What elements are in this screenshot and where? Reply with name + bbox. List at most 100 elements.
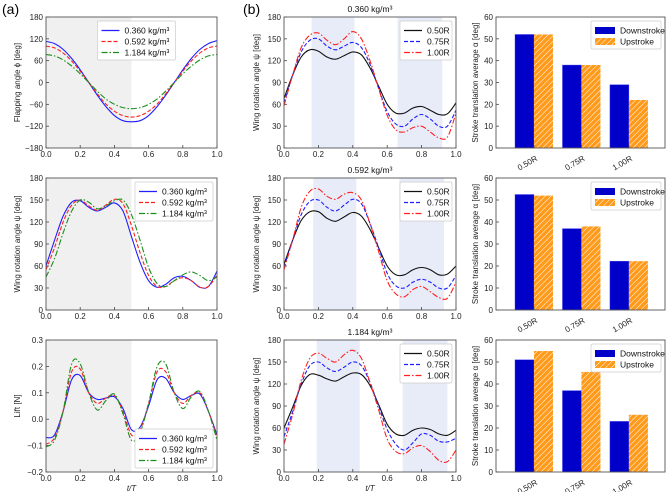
legend-swatch xyxy=(595,199,615,206)
legend-label: 1.00R xyxy=(427,371,450,381)
x-tick-label: 0.6 xyxy=(143,150,155,159)
y-tick-label: −120 xyxy=(25,122,44,131)
legend-label: 1.184 kg/m³ xyxy=(162,456,207,466)
legend-label: 0.50R xyxy=(427,187,450,197)
legend: 0.360 kg/m³0.592 kg/m³1.184 kg/m³ xyxy=(97,20,176,61)
legend-swatch xyxy=(595,27,615,34)
bar-upstroke-100r xyxy=(628,99,648,148)
legend: 0.360 kg/m³0.592 kg/m³1.184 kg/m³ xyxy=(134,428,214,469)
x-tick-label: 0.0 xyxy=(40,150,52,159)
shaded-region xyxy=(46,340,132,472)
shaded-region xyxy=(316,340,360,472)
x-tick-label: 0.2 xyxy=(313,474,325,483)
legend-label: 0.50R xyxy=(427,26,450,36)
y-tick-label: 30 xyxy=(484,240,493,249)
legend-label: 0.75R xyxy=(427,37,450,47)
y-tick-label: 90 xyxy=(34,240,43,249)
x-axis-label: t/T xyxy=(365,484,375,492)
series-line-0-592-kg-m- xyxy=(46,365,217,445)
legend-label: 0.592 kg/m³ xyxy=(162,445,207,455)
y-tick-label: −180 xyxy=(25,144,44,153)
y-tick-label: 0 xyxy=(39,79,44,88)
bar-downstroke-100r xyxy=(609,421,630,473)
series-lines xyxy=(284,31,456,140)
legend-label: 1.184 kg/m³ xyxy=(125,48,170,58)
bar-upstroke-050r xyxy=(533,351,553,472)
x-tick-label: 0.8 xyxy=(416,312,428,321)
y-tick-label: 50 xyxy=(484,35,493,44)
x-tick-label: 0.4 xyxy=(347,150,359,159)
bar-upstroke-100r xyxy=(628,261,648,310)
y-axis-label: Wing rotation angle ψ [deg] xyxy=(13,196,22,293)
y-tick-label: 0 xyxy=(489,468,494,477)
x-tick-label: 1.0 xyxy=(211,150,223,159)
series-lines xyxy=(46,198,217,289)
chart-a1: −180 −120 −60 0 60 120 180 0.0 0.2 0.4 0.6 0.8 1.0 Fl… xyxy=(13,13,223,159)
series-line-0-360-kg-m- xyxy=(46,40,217,123)
y-tick-label: 120 xyxy=(268,57,282,66)
legend: 0.360 kg/m³0.592 kg/m³1.184 kg/m³ xyxy=(134,181,214,222)
y-tick-label: 180 xyxy=(30,174,44,183)
chart-b1: 0 30 60 90 120 150 180 0.0 0.2 0.4 0.6 0.8 1.0 Wing r… xyxy=(252,4,462,159)
x-tick-label: 0.0 xyxy=(40,312,52,321)
y-tick-label: 180 xyxy=(30,13,44,22)
y-tick-label: 0 xyxy=(277,144,282,153)
y-tick-label: 10 xyxy=(484,446,493,455)
chart-c3: 0 10 20 30 40 50 60 0.50R 0.75R 1.00R Stroke trans… xyxy=(471,336,666,492)
axes-frame xyxy=(45,339,218,473)
y-tick-label: 20 xyxy=(484,424,493,433)
x-tick-label: 0.2 xyxy=(313,312,325,321)
y-tick-label: 30 xyxy=(272,446,281,455)
y-tick-label: 0 xyxy=(489,144,494,153)
y-tick-label: 10 xyxy=(484,122,493,131)
x-tick-label: 0.75R xyxy=(563,316,586,335)
y-tick-label: 0 xyxy=(39,306,44,315)
y-tick-label: 150 xyxy=(268,35,282,44)
x-tick-label: 1.0 xyxy=(211,312,223,321)
y-tick-label: 30 xyxy=(484,79,493,88)
y-axis-label: Wing rotation angle ψ [deg] xyxy=(252,358,261,455)
legend-label: Downstroke xyxy=(620,26,665,36)
x-tick-label: 0.75R xyxy=(563,478,586,492)
series-line-1-184-kg-m- xyxy=(46,358,217,448)
x-tick-label: 0.6 xyxy=(143,474,155,483)
bar-upstroke-075r xyxy=(581,226,601,310)
y-tick-label: 50 xyxy=(484,358,493,367)
series-line-0-592-kg-m- xyxy=(46,45,217,118)
series-line-0-75r xyxy=(284,361,456,451)
x-tick-label: 1.0 xyxy=(211,474,223,483)
y-tick-label: 120 xyxy=(268,380,282,389)
legend-label: 0.592 kg/m³ xyxy=(125,37,170,47)
x-tick-label: 1.00R xyxy=(611,154,634,173)
x-tick-label: 0.2 xyxy=(75,150,87,159)
y-axis-label: Stroke translation average α [deg] xyxy=(471,184,480,304)
y-tick-label: 0 xyxy=(277,468,282,477)
y-tick-label: 10 xyxy=(484,284,493,293)
legend-label: 0.75R xyxy=(427,198,450,208)
y-tick-label: 90 xyxy=(272,402,281,411)
chart-c2: 0 10 20 30 40 50 60 0.50R 0.75R 1.00R Stroke trans… xyxy=(471,174,666,335)
series-line-1-184-kg-m- xyxy=(46,53,217,110)
x-tick-label: 0.0 xyxy=(278,474,290,483)
x-tick-label: 0.4 xyxy=(347,312,359,321)
series-line-0-50r xyxy=(284,372,456,437)
series-line-0-75r xyxy=(284,37,456,129)
y-tick-label: 150 xyxy=(268,358,282,367)
y-axis-label: Flapping angle ϕ [deg] xyxy=(13,43,22,122)
bar-downstroke-050r xyxy=(514,34,535,149)
legend-label: Downstroke xyxy=(620,187,665,197)
legend-swatch xyxy=(595,38,615,45)
shaded-region xyxy=(46,178,132,310)
series-line-1-00r xyxy=(284,349,456,464)
y-tick-label: 40 xyxy=(484,57,493,66)
chart-title: 1.184 kg/m³ xyxy=(348,327,393,337)
y-tick-label: 150 xyxy=(30,196,44,205)
series-line-1-00r xyxy=(284,187,456,300)
legend-label: 1.184 kg/m³ xyxy=(162,209,207,219)
y-tick-label: 180 xyxy=(268,336,282,345)
y-tick-label: 60 xyxy=(272,100,281,109)
x-tick-label: 0.4 xyxy=(109,474,121,483)
